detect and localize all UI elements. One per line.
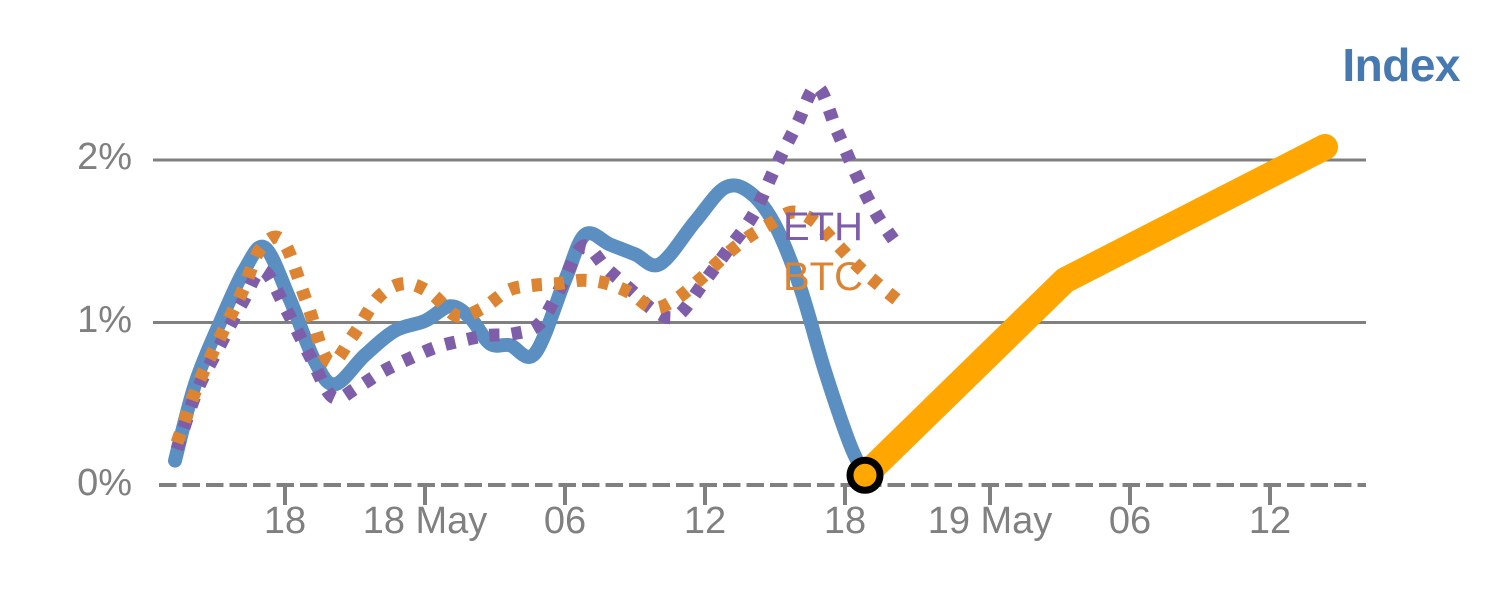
x-axis-tick-label-6: 06 bbox=[1108, 500, 1152, 542]
marker-forecast-origin bbox=[846, 456, 884, 494]
y-axis-tick-label-2: 2% bbox=[77, 136, 132, 178]
x-axis-tick-label-2: 06 bbox=[543, 500, 587, 542]
series-line-eth bbox=[170, 80, 903, 452]
x-axis-ticks-group bbox=[153, 483, 1366, 505]
x-axis-tick-label-1: 18 May bbox=[362, 500, 488, 542]
x-axis-tick-label-4: 18 bbox=[823, 500, 867, 542]
legend-item-btc: BTC bbox=[783, 255, 863, 299]
data-markers-group bbox=[846, 456, 884, 494]
data-series-group bbox=[168, 80, 1338, 489]
series-line-forecast bbox=[852, 134, 1338, 489]
y-axis-tick-label-1: 1% bbox=[77, 299, 132, 341]
series-line-index bbox=[168, 178, 872, 483]
legend-item-eth: ETH bbox=[783, 205, 863, 249]
x-axis-tick-label-5: 19 May bbox=[927, 500, 1053, 542]
x-axis-tick-label-0: 18 bbox=[263, 500, 307, 542]
x-axis-tick-label-3: 12 bbox=[683, 500, 727, 542]
series-line-btc bbox=[170, 205, 906, 445]
chart-title: Index bbox=[1342, 39, 1460, 91]
x-axis-tick-label-7: 12 bbox=[1248, 500, 1292, 542]
y-axis-tick-label-0: 0% bbox=[77, 462, 132, 504]
